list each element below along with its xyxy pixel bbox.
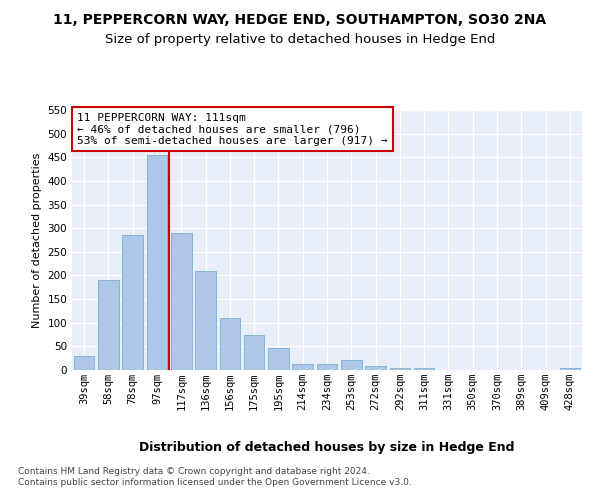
Bar	[414, 368, 434, 370]
Bar	[341, 360, 362, 370]
Bar	[74, 356, 94, 370]
Bar	[292, 364, 313, 370]
Bar	[268, 348, 289, 370]
Bar	[171, 233, 191, 370]
Bar	[146, 155, 167, 370]
Text: Distribution of detached houses by size in Hedge End: Distribution of detached houses by size …	[139, 441, 515, 454]
Bar	[195, 270, 216, 370]
Text: Size of property relative to detached houses in Hedge End: Size of property relative to detached ho…	[105, 32, 495, 46]
Bar	[560, 368, 580, 370]
Bar	[317, 364, 337, 370]
Bar	[220, 318, 240, 370]
Text: 11, PEPPERCORN WAY, HEDGE END, SOUTHAMPTON, SO30 2NA: 11, PEPPERCORN WAY, HEDGE END, SOUTHAMPT…	[53, 12, 547, 26]
Text: Contains HM Land Registry data © Crown copyright and database right 2024.
Contai: Contains HM Land Registry data © Crown c…	[18, 468, 412, 487]
Bar	[122, 236, 143, 370]
Y-axis label: Number of detached properties: Number of detached properties	[32, 152, 42, 328]
Bar	[365, 366, 386, 370]
Bar	[389, 368, 410, 370]
Bar	[244, 336, 265, 370]
Bar	[98, 280, 119, 370]
Text: 11 PEPPERCORN WAY: 111sqm
← 46% of detached houses are smaller (796)
53% of semi: 11 PEPPERCORN WAY: 111sqm ← 46% of detac…	[77, 112, 388, 146]
